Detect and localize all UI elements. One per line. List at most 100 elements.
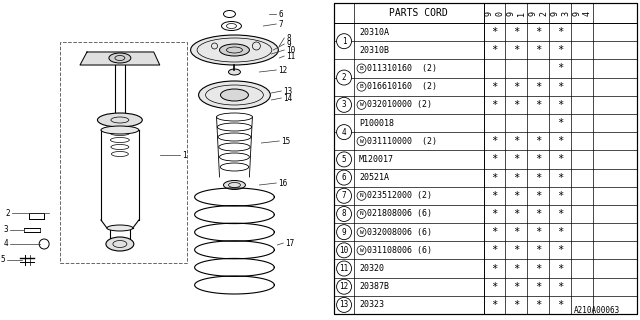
Text: 9
0: 9 0 — [485, 11, 504, 15]
Text: *: * — [513, 245, 520, 255]
Text: *: * — [492, 100, 498, 110]
Text: *: * — [492, 209, 498, 219]
Text: *: * — [513, 155, 520, 164]
Text: W: W — [360, 139, 364, 144]
Text: 8: 8 — [342, 210, 346, 219]
Text: 8: 8 — [286, 34, 291, 43]
Polygon shape — [80, 52, 160, 65]
Text: *: * — [535, 45, 541, 55]
Text: *: * — [535, 282, 541, 292]
Text: *: * — [513, 264, 520, 274]
Text: *: * — [513, 191, 520, 201]
Text: 13: 13 — [284, 86, 292, 95]
Text: *: * — [557, 264, 563, 274]
Text: 20521A: 20521A — [359, 173, 389, 182]
Text: 20323: 20323 — [359, 300, 384, 309]
Text: *: * — [492, 45, 498, 55]
Text: 7: 7 — [342, 191, 346, 200]
Text: PARTS CORD: PARTS CORD — [389, 8, 448, 18]
Text: 17: 17 — [285, 238, 294, 247]
Text: *: * — [492, 172, 498, 183]
Text: 11: 11 — [286, 52, 296, 60]
Text: *: * — [535, 245, 541, 255]
Text: 10: 10 — [286, 45, 296, 54]
Text: *: * — [557, 82, 563, 92]
Text: 5: 5 — [1, 255, 5, 265]
Text: *: * — [492, 227, 498, 237]
Text: 6: 6 — [342, 173, 346, 182]
Text: *: * — [513, 282, 520, 292]
Ellipse shape — [220, 44, 250, 56]
Circle shape — [337, 170, 351, 185]
Text: *: * — [557, 245, 563, 255]
Text: *: * — [557, 300, 563, 310]
Text: *: * — [557, 63, 563, 74]
Text: *: * — [513, 45, 520, 55]
Text: 023512000 (2): 023512000 (2) — [367, 191, 432, 200]
Text: *: * — [535, 27, 541, 37]
Circle shape — [337, 225, 351, 240]
Circle shape — [357, 191, 366, 200]
Text: W: W — [360, 248, 364, 253]
Text: 031110000  (2): 031110000 (2) — [367, 137, 437, 146]
Text: 9
2: 9 2 — [529, 11, 548, 15]
Text: *: * — [535, 136, 541, 146]
Ellipse shape — [223, 180, 245, 189]
Text: P100018: P100018 — [359, 118, 394, 128]
Text: 032008006 (6): 032008006 (6) — [367, 228, 432, 237]
Text: *: * — [513, 100, 520, 110]
Text: *: * — [492, 245, 498, 255]
Text: *: * — [513, 136, 520, 146]
Text: *: * — [492, 264, 498, 274]
Circle shape — [337, 97, 351, 112]
Text: 20387B: 20387B — [359, 282, 389, 291]
Text: *: * — [535, 227, 541, 237]
Text: 14: 14 — [284, 93, 292, 102]
Text: 032010000 (2): 032010000 (2) — [367, 100, 432, 109]
Circle shape — [337, 243, 351, 258]
Text: 3: 3 — [4, 226, 8, 235]
Text: *: * — [492, 191, 498, 201]
Circle shape — [337, 261, 351, 276]
Circle shape — [357, 137, 366, 146]
Text: *: * — [513, 209, 520, 219]
Circle shape — [337, 124, 351, 140]
Text: 4: 4 — [4, 239, 8, 249]
Text: A210A00063: A210A00063 — [574, 306, 620, 315]
Text: 11: 11 — [339, 264, 349, 273]
Text: *: * — [513, 27, 520, 37]
Text: 20320: 20320 — [359, 264, 384, 273]
Text: *: * — [513, 300, 520, 310]
Text: N: N — [360, 193, 364, 198]
Text: *: * — [535, 155, 541, 164]
Text: 3: 3 — [342, 100, 346, 109]
Text: 9
3: 9 3 — [550, 11, 570, 15]
Text: *: * — [535, 100, 541, 110]
Text: *: * — [492, 155, 498, 164]
Ellipse shape — [228, 69, 241, 75]
Text: 6: 6 — [278, 10, 283, 19]
Text: M120017: M120017 — [359, 155, 394, 164]
Circle shape — [337, 279, 351, 294]
Text: 10: 10 — [339, 246, 349, 255]
Text: *: * — [557, 100, 563, 110]
Text: *: * — [535, 82, 541, 92]
Text: 9: 9 — [286, 39, 291, 49]
Text: *: * — [535, 172, 541, 183]
Text: *: * — [535, 209, 541, 219]
Bar — [334, 3, 637, 314]
Circle shape — [337, 297, 351, 312]
Circle shape — [337, 206, 351, 221]
Text: *: * — [557, 227, 563, 237]
Text: 9
4: 9 4 — [573, 11, 592, 15]
Circle shape — [357, 228, 366, 237]
Text: 1: 1 — [182, 150, 186, 159]
Text: *: * — [557, 172, 563, 183]
Ellipse shape — [97, 113, 142, 127]
Text: 20310B: 20310B — [359, 46, 389, 55]
Ellipse shape — [109, 53, 131, 63]
Ellipse shape — [221, 89, 248, 101]
Text: *: * — [513, 227, 520, 237]
Text: 15: 15 — [282, 137, 291, 146]
Circle shape — [357, 64, 366, 73]
